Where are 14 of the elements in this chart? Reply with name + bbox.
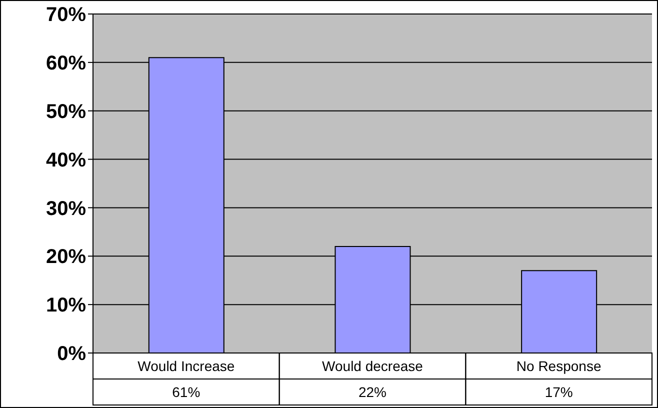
data-label: 61% [172, 384, 200, 400]
y-tick-label: 10% [46, 294, 86, 317]
y-tick-label: 60% [46, 52, 86, 75]
y-tick-label: 50% [46, 100, 86, 123]
data-label: 22% [358, 384, 387, 400]
y-tick-label: 70% [46, 4, 86, 26]
x-tick-label: No Response [516, 358, 602, 374]
x-tick-label: Would Increase [138, 358, 235, 374]
y-tick-label: 40% [46, 149, 86, 172]
y-tick-label: 30% [46, 198, 86, 220]
data-label: 17% [544, 384, 573, 400]
y-tick-label: 0% [57, 343, 86, 366]
x-tick-label: Would decrease [322, 358, 424, 374]
y-tick-label: 20% [46, 246, 86, 268]
